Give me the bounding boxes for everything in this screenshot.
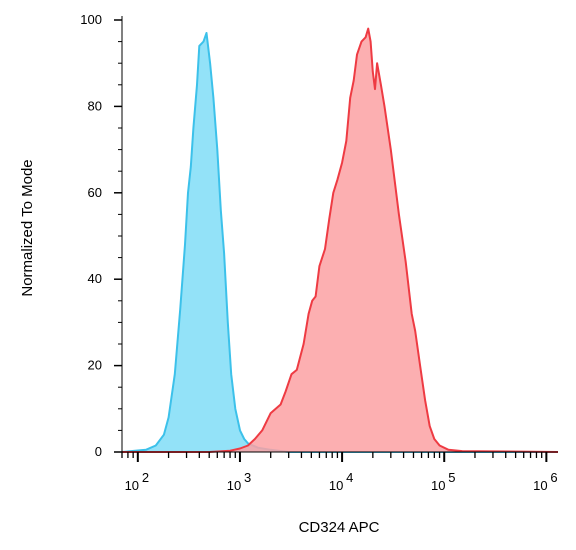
- y-tick-label: 0: [95, 444, 102, 459]
- plot-area: [121, 27, 559, 453]
- x-tick-exponent: 3: [244, 470, 251, 485]
- x-tick-label: 10: [431, 478, 445, 493]
- y-tick-label: 80: [88, 98, 102, 113]
- x-tick-exponent: 6: [550, 470, 557, 485]
- x-tick-exponent: 5: [448, 470, 455, 485]
- series-1-line: [121, 32, 558, 453]
- series-1-fill: [122, 33, 558, 452]
- y-tick-label: 40: [88, 271, 102, 286]
- y-axis-label: Normalized To Mode: [19, 159, 36, 296]
- x-tick-label: 10: [227, 478, 241, 493]
- x-axis-label: CD324 APC: [299, 519, 380, 536]
- y-tick-label: 20: [88, 358, 102, 373]
- y-tick-label: 100: [80, 12, 102, 27]
- x-tick-label: 10: [329, 478, 343, 493]
- x-tick-exponent: 2: [142, 470, 149, 485]
- series-2-line: [122, 27, 559, 453]
- series-2-fill: [122, 28, 558, 452]
- y-tick-label: 60: [88, 185, 102, 200]
- x-tick-exponent: 4: [346, 470, 353, 485]
- x-tick-label: 10: [125, 478, 139, 493]
- x-tick-label: 10: [533, 478, 547, 493]
